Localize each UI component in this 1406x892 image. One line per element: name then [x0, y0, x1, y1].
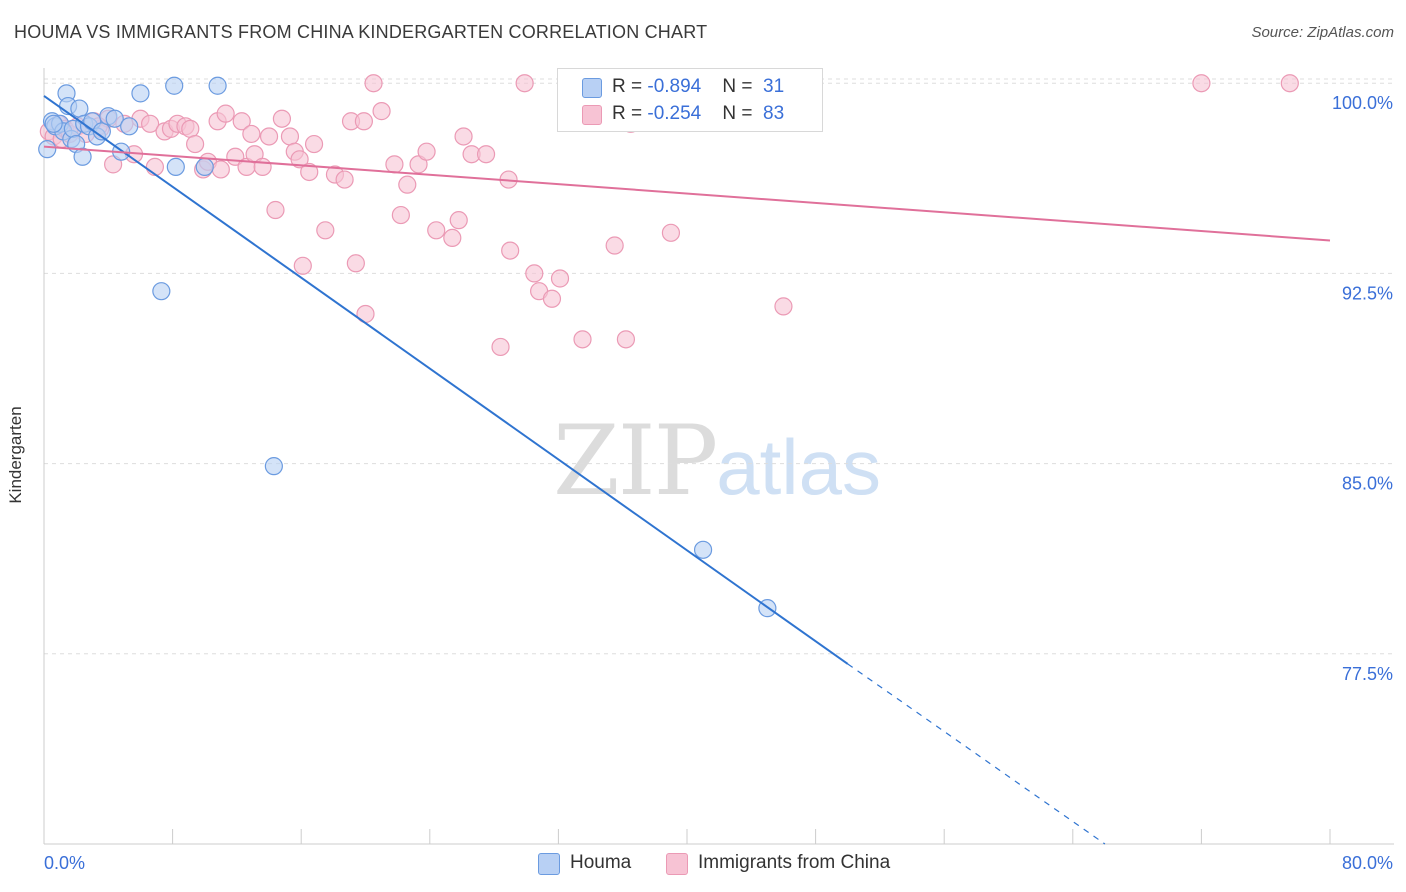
china-n-value: 83 [763, 103, 785, 124]
source-label: Source: ZipAtlas.com [1251, 24, 1394, 41]
houma-n-value: 31 [763, 76, 785, 97]
china-point [186, 134, 205, 154]
china-point [300, 162, 319, 182]
axis-layer [43, 68, 1394, 845]
china-trend-line [43, 145, 1331, 242]
china-point [1192, 74, 1211, 93]
china-point [181, 119, 200, 138]
china-point [211, 160, 230, 179]
houma-point [73, 147, 92, 166]
china-point [616, 330, 636, 349]
houma-point [44, 114, 63, 133]
watermark-zip: ZIP [553, 405, 718, 517]
china-point [427, 221, 446, 240]
china-point [443, 228, 462, 248]
china-point [550, 269, 570, 288]
houma-point [152, 282, 171, 301]
china-point [454, 127, 473, 146]
china-point [1280, 74, 1299, 93]
china-point [364, 74, 383, 93]
china-point [316, 221, 335, 240]
china-point [501, 241, 520, 260]
china-point [259, 127, 279, 146]
china-point [304, 134, 324, 154]
china-point [372, 102, 391, 121]
china-n-label: N = [722, 103, 758, 124]
china-r-value: -0.254 [647, 103, 702, 124]
houma-point [165, 76, 184, 95]
china-point [573, 330, 592, 349]
correlation-legend: R = -0.894 N = 31 R = -0.254 N = 83 [557, 68, 823, 132]
legend-row-china-text: R = -0.254 N = 83 [612, 103, 784, 125]
china-point [232, 112, 251, 131]
china-point [354, 112, 373, 131]
china-point [398, 175, 417, 194]
china-point [145, 157, 165, 177]
houma-point [195, 157, 214, 177]
houma-point [105, 109, 124, 128]
china-point [774, 297, 793, 316]
china-point [661, 223, 681, 242]
china-point [140, 114, 160, 133]
x-tick-label-max: 80.0% [1342, 853, 1393, 873]
label-layer: 100.0% 92.5% 85.0% 77.5% 0.0% 80.0% [44, 93, 1393, 873]
legend-houma-label: Houma [570, 852, 632, 873]
china-point [280, 127, 300, 146]
china-point [293, 256, 312, 275]
china-r-label: R = [612, 103, 648, 124]
legend-houma-swatch [538, 853, 560, 875]
china-point [542, 289, 562, 308]
houma-n-label: N = [722, 76, 758, 97]
china-swatch [582, 105, 602, 125]
houma-trend-line [43, 95, 849, 665]
houma-point [38, 140, 57, 159]
china-point [216, 104, 235, 123]
houma-r-value: -0.894 [647, 76, 702, 97]
houma-point [70, 99, 89, 118]
houma-swatch [582, 78, 602, 98]
y-tick-label: 77.5% [1342, 664, 1393, 684]
houma-trend-extension [847, 663, 1106, 845]
chart-title: HOUMA VS IMMIGRANTS FROM CHINA KINDERGAR… [14, 22, 708, 42]
y-tick-label: 85.0% [1342, 474, 1393, 494]
points-layer [38, 74, 1299, 618]
watermark-atlas: atlas [716, 423, 881, 511]
china-point [346, 254, 365, 273]
legend-row-houma-text: R = -0.894 N = 31 [612, 76, 784, 98]
china-point [272, 109, 292, 128]
china-point [515, 74, 534, 93]
legend-china-swatch [666, 853, 688, 875]
china-point [491, 337, 510, 357]
houma-point [120, 117, 139, 136]
china-point [525, 264, 544, 283]
china-point [290, 150, 309, 169]
houma-r-label: R = [612, 76, 648, 97]
china-point [391, 205, 410, 225]
y-tick-label: 100.0% [1332, 93, 1393, 113]
china-point [242, 124, 261, 144]
china-point [335, 170, 354, 189]
china-point [385, 155, 404, 174]
houma-point [166, 157, 185, 177]
houma-point [208, 76, 227, 95]
houma-point [264, 457, 283, 476]
china-point [417, 142, 436, 161]
houma-point [693, 540, 713, 559]
houma-point [131, 84, 150, 103]
legend-china-label: Immigrants from China [698, 852, 891, 873]
china-point [449, 211, 468, 230]
china-point [253, 157, 272, 177]
series-legend: Houma Immigrants from China [0, 851, 1406, 877]
watermark: ZIPatlas [553, 405, 881, 517]
china-point [476, 145, 496, 164]
china-point [605, 236, 624, 255]
y-tick-label: 92.5% [1342, 283, 1393, 303]
china-point [266, 200, 285, 220]
trend-layer [43, 95, 1331, 845]
x-tick-label-min: 0.0% [44, 853, 85, 873]
